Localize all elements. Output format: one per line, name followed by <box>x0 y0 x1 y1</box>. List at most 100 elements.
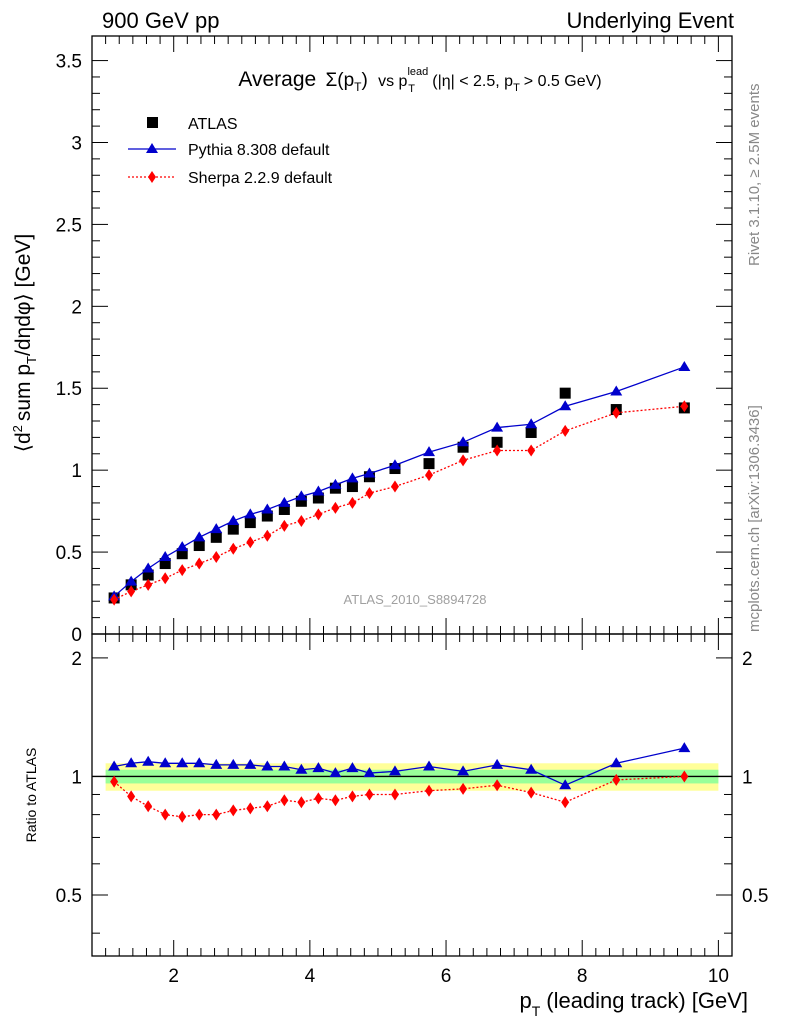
x-tick-label: 2 <box>168 966 179 987</box>
ratio-y-tick-label-right: 1 <box>742 767 753 788</box>
y-tick-label: 1 <box>71 461 82 482</box>
point-sherpa <box>680 400 689 413</box>
legend-marker-atlas <box>147 117 158 128</box>
ratio-y-axis-label: Ratio to ATLAS <box>23 748 39 843</box>
y-tick-label: 0 <box>71 625 82 646</box>
point-pythia <box>176 541 189 552</box>
ratio-point-pythia <box>108 760 121 771</box>
y-tick-label: 3.5 <box>56 52 82 73</box>
point-pythia <box>525 418 538 429</box>
ratio-point-pythia <box>295 763 308 774</box>
ratio-y-tick-label-right: 0.5 <box>742 886 768 907</box>
ratio-point-pythia <box>227 758 240 769</box>
point-sherpa <box>127 585 136 598</box>
ratio-point-pythia <box>610 757 623 768</box>
point-pythia <box>244 508 257 519</box>
point-pythia <box>363 467 376 478</box>
x-tick-label: 4 <box>305 966 316 987</box>
ratio-point-sherpa <box>527 786 536 799</box>
ratio-point-sherpa <box>314 792 323 805</box>
x-axis-label: pT (leading track) [GeV] <box>519 988 748 1019</box>
point-pythia <box>210 523 223 534</box>
point-sherpa <box>161 572 170 585</box>
point-pythia <box>559 400 572 411</box>
ratio-series-sherpa <box>110 770 689 823</box>
point-atlas <box>261 510 273 522</box>
ratio-point-sherpa <box>365 788 374 801</box>
ratio-point-sherpa <box>110 775 119 788</box>
ratio-point-pythia <box>244 758 257 769</box>
point-pythia <box>457 436 470 447</box>
point-atlas <box>227 523 239 535</box>
header-left: 900 GeV pp <box>102 8 220 33</box>
point-pythia <box>388 459 401 470</box>
ratio-point-pythia <box>329 767 342 778</box>
y-tick-label: 2.5 <box>56 215 82 236</box>
ratio-point-pythia <box>678 742 691 753</box>
ratio-point-pythia <box>125 757 138 768</box>
ratio-point-sherpa <box>390 788 399 801</box>
analysis-tag: ATLAS_2010_S8894728 <box>344 592 487 607</box>
ratio-point-pythia <box>346 762 359 773</box>
series-sherpa <box>110 400 689 606</box>
ratio-series-pythia <box>108 742 691 790</box>
ratio-point-sherpa <box>612 773 621 786</box>
point-pythia <box>193 531 206 542</box>
ratio-point-pythia <box>525 763 538 774</box>
point-sherpa <box>144 578 153 591</box>
point-sherpa <box>348 496 357 509</box>
ratio-point-pythia <box>176 757 189 768</box>
point-sherpa <box>229 542 238 555</box>
legend-label-atlas: ATLAS <box>188 116 238 133</box>
point-pythia <box>125 575 138 586</box>
point-sherpa <box>246 536 255 549</box>
ratio-y-tick-label: 2 <box>71 649 82 670</box>
point-pythia <box>329 478 342 489</box>
ratio-point-sherpa <box>280 794 289 807</box>
ratio-point-sherpa <box>297 796 306 809</box>
point-sherpa <box>297 514 306 527</box>
point-sherpa <box>527 444 536 457</box>
point-sherpa <box>195 557 204 570</box>
point-atlas <box>312 492 324 504</box>
ratio-point-pythia <box>142 755 155 766</box>
ratio-point-pythia <box>559 779 572 790</box>
ratio-point-sherpa <box>212 808 221 821</box>
point-pythia <box>312 485 325 496</box>
point-pythia <box>295 490 308 501</box>
ratio-point-pythia <box>312 762 325 773</box>
ratio-point-pythia <box>210 758 223 769</box>
legend-label-pythia: Pythia 8.308 default <box>188 142 330 159</box>
ratio-point-pythia <box>278 760 291 771</box>
ratio-point-sherpa <box>195 808 204 821</box>
ratio-point-pythia <box>388 765 401 776</box>
point-pythia <box>491 421 504 432</box>
legend: ATLAS Pythia 8.308 default Sherpa 2.2.9 … <box>128 116 333 187</box>
point-sherpa <box>314 508 323 521</box>
point-atlas <box>193 540 205 552</box>
ratio-point-sherpa <box>459 782 468 795</box>
point-pythia <box>159 550 172 561</box>
ratio-point-sherpa <box>161 808 170 821</box>
point-atlas <box>423 458 435 470</box>
ratio-y-tick-label-right: 2 <box>742 649 753 670</box>
point-atlas <box>457 441 469 453</box>
ratio-point-sherpa <box>561 796 570 809</box>
point-pythia <box>678 360 691 371</box>
point-atlas <box>491 436 503 448</box>
chart-title: Average Σ(pT) vs plead T (|η| < 2.5, pT > … <box>238 66 601 97</box>
ratio-point-sherpa <box>246 802 255 815</box>
y-axis-label: ⟨d2sum pT/dηdφ⟩ [GeV] <box>10 234 39 452</box>
ratio-point-sherpa <box>229 804 238 817</box>
ratio-point-pythia <box>423 760 436 771</box>
point-atlas <box>159 558 171 570</box>
ratio-line-sherpa <box>113 775 685 818</box>
point-sherpa <box>212 550 221 563</box>
legend-marker-sherpa <box>148 171 156 183</box>
ratio-point-pythia <box>457 765 470 776</box>
point-sherpa <box>390 480 399 493</box>
point-sherpa <box>612 406 621 419</box>
ratio-point-pythia <box>193 757 206 768</box>
ratio-point-pythia <box>159 757 172 768</box>
